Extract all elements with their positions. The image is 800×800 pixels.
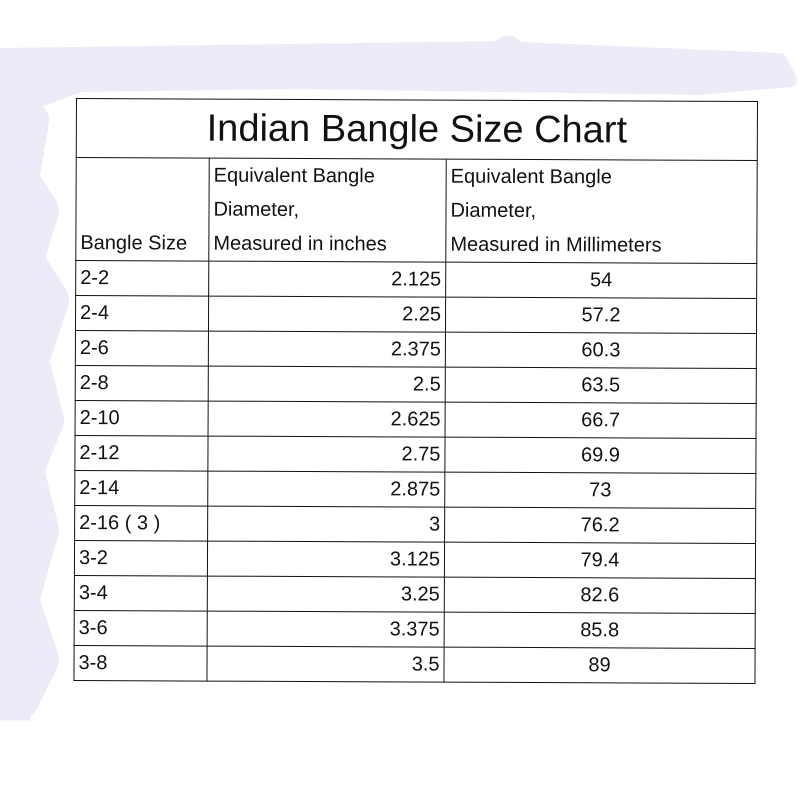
header-text: Bangle Size	[80, 232, 188, 255]
table-row: 2-16 ( 3 ) 3 76.2	[74, 505, 756, 544]
table-row: 2-2 2.125 54	[75, 260, 757, 299]
cell-bangle-size: 3-2	[74, 540, 208, 577]
cell-millimeters: 79.4	[444, 542, 756, 579]
cell-bangle-size: 2-6	[75, 330, 209, 367]
table-row: 2-4 2.25 57.2	[75, 295, 757, 334]
cell-bangle-size: 2-4	[75, 295, 209, 332]
header-bangle-size: Bangle Size	[75, 157, 210, 262]
header-inches: Equivalent Bangle Diameter, Measured in …	[208, 158, 447, 263]
cell-inches: 2.75	[207, 436, 446, 473]
cell-millimeters: 82.6	[444, 577, 756, 614]
header-text: Measured in Millimeters	[450, 233, 662, 257]
cell-millimeters: 89	[443, 647, 756, 684]
cell-inches: 2.375	[208, 331, 446, 368]
cell-bangle-size: 2-16 ( 3 )	[74, 505, 208, 542]
cell-inches: 3.125	[207, 541, 445, 578]
cell-inches: 3.5	[206, 646, 445, 683]
table-row: 2-6 2.375 60.3	[75, 330, 757, 369]
cell-bangle-size: 2-2	[75, 260, 209, 297]
cell-inches: 2.625	[208, 401, 446, 438]
header-millimeters: Equivalent Bangle Diameter, Measured in …	[445, 159, 758, 264]
header-text: Equivalent Bangle	[450, 165, 612, 189]
bangle-size-table: Indian Bangle Size Chart Bangle Size Equ…	[73, 98, 758, 684]
cell-millimeters: 85.8	[444, 612, 756, 649]
cell-bangle-size: 2-12	[74, 435, 209, 472]
cell-inches: 2.125	[208, 261, 446, 298]
cell-millimeters: 63.5	[445, 367, 757, 404]
header-text: Diameter,	[213, 198, 300, 221]
table-row: 2-12 2.75 69.9	[74, 435, 757, 474]
header-text: Measured in inches	[213, 232, 387, 256]
cell-millimeters: 66.7	[445, 402, 757, 439]
header-text: Equivalent Bangle	[213, 164, 375, 188]
cell-millimeters: 54	[445, 262, 757, 299]
cell-bangle-size: 2-8	[75, 365, 209, 402]
cell-millimeters: 57.2	[445, 297, 757, 334]
cell-bangle-size: 3-4	[74, 575, 208, 612]
title-row: Indian Bangle Size Chart	[76, 98, 758, 161]
cell-millimeters: 73	[444, 472, 756, 509]
table-row: 3-6 3.375 85.8	[74, 610, 756, 649]
table-row: 2-8 2.5 63.5	[75, 365, 757, 404]
header-text: Diameter,	[450, 199, 537, 223]
cell-inches: 2.875	[207, 471, 445, 508]
cell-millimeters: 60.3	[445, 332, 757, 369]
table-row: 3-4 3.25 82.6	[74, 575, 756, 614]
cell-bangle-size: 2-10	[75, 400, 209, 437]
cell-inches: 2.5	[208, 366, 446, 403]
table-row: 3-8 3.5 89	[73, 645, 756, 684]
cell-inches: 2.25	[208, 296, 446, 333]
cell-bangle-size: 3-8	[73, 645, 208, 682]
cell-inches: 3.375	[207, 611, 445, 648]
cell-inches: 3.25	[207, 576, 445, 613]
cell-bangle-size: 3-6	[74, 610, 208, 647]
table-row: 3-2 3.125 79.4	[74, 540, 756, 579]
table-title: Indian Bangle Size Chart	[76, 98, 758, 161]
cell-millimeters: 69.9	[444, 437, 757, 474]
table-row: 2-14 2.875 73	[74, 470, 756, 509]
cell-millimeters: 76.2	[444, 507, 756, 544]
cell-bangle-size: 2-14	[74, 470, 208, 507]
header-row: Bangle Size Equivalent Bangle Diameter, …	[75, 157, 758, 264]
table-row: 2-10 2.625 66.7	[75, 400, 757, 439]
cell-inches: 3	[207, 506, 445, 543]
